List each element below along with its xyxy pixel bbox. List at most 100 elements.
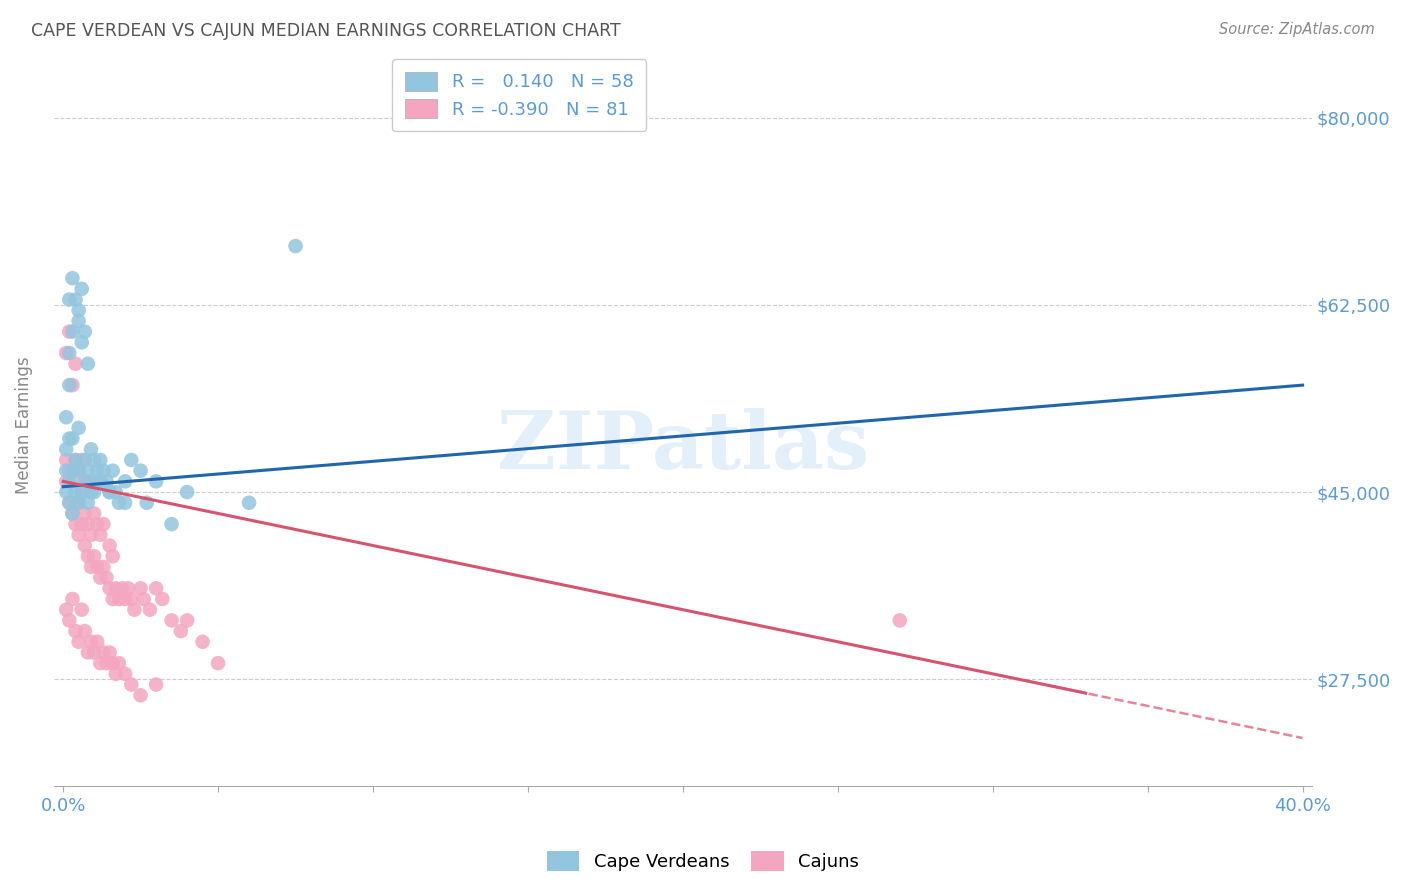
Point xyxy=(67,314,90,328)
Point xyxy=(139,603,162,617)
Point xyxy=(70,485,93,500)
Point xyxy=(93,517,115,532)
Point xyxy=(101,592,124,607)
Point xyxy=(73,325,96,339)
Point xyxy=(101,656,124,670)
Point xyxy=(108,592,131,607)
Point xyxy=(70,453,93,467)
Point xyxy=(108,656,131,670)
Point xyxy=(73,539,96,553)
Point xyxy=(191,634,214,648)
Point xyxy=(70,485,93,500)
Point xyxy=(70,603,93,617)
Point xyxy=(70,335,93,350)
Point xyxy=(89,656,111,670)
Y-axis label: Median Earnings: Median Earnings xyxy=(15,357,32,494)
Point xyxy=(120,677,142,691)
Point xyxy=(77,517,100,532)
Point xyxy=(62,432,84,446)
Point xyxy=(93,560,115,574)
Point xyxy=(98,485,121,500)
Point xyxy=(67,421,90,435)
Point xyxy=(77,496,100,510)
Point xyxy=(62,475,84,489)
Point xyxy=(83,453,105,467)
Point xyxy=(89,571,111,585)
Point xyxy=(83,645,105,659)
Point xyxy=(238,496,260,510)
Point xyxy=(120,592,142,607)
Point xyxy=(93,645,115,659)
Point xyxy=(77,464,100,478)
Point xyxy=(65,453,87,467)
Point xyxy=(83,485,105,500)
Point xyxy=(67,528,90,542)
Point xyxy=(55,346,77,360)
Point xyxy=(83,507,105,521)
Point xyxy=(114,592,136,607)
Point xyxy=(65,517,87,532)
Point xyxy=(170,624,193,638)
Point xyxy=(83,475,105,489)
Point xyxy=(62,464,84,478)
Point xyxy=(129,464,152,478)
Point xyxy=(65,453,87,467)
Point xyxy=(65,624,87,638)
Point xyxy=(55,485,77,500)
Point xyxy=(67,496,90,510)
Point xyxy=(129,582,152,596)
Point xyxy=(77,475,100,489)
Point xyxy=(145,677,167,691)
Point xyxy=(73,507,96,521)
Point xyxy=(55,410,77,425)
Point xyxy=(80,485,103,500)
Point xyxy=(104,485,127,500)
Point xyxy=(129,688,152,702)
Point xyxy=(98,485,121,500)
Point xyxy=(101,549,124,564)
Point xyxy=(58,475,80,489)
Point xyxy=(96,475,118,489)
Point xyxy=(89,528,111,542)
Point xyxy=(58,496,80,510)
Point xyxy=(55,464,77,478)
Point xyxy=(62,271,84,285)
Point xyxy=(62,378,84,392)
Point xyxy=(145,475,167,489)
Point xyxy=(150,592,173,607)
Point xyxy=(108,496,131,510)
Point xyxy=(77,645,100,659)
Point xyxy=(65,357,87,371)
Point xyxy=(104,582,127,596)
Point xyxy=(83,549,105,564)
Point xyxy=(62,325,84,339)
Point xyxy=(101,464,124,478)
Point xyxy=(58,378,80,392)
Point xyxy=(111,582,134,596)
Point xyxy=(55,475,77,489)
Point xyxy=(160,614,183,628)
Point xyxy=(70,517,93,532)
Point xyxy=(73,475,96,489)
Point xyxy=(62,507,84,521)
Point xyxy=(77,549,100,564)
Point xyxy=(58,464,80,478)
Point xyxy=(58,496,80,510)
Point xyxy=(58,614,80,628)
Point xyxy=(98,645,121,659)
Point xyxy=(132,592,155,607)
Point xyxy=(96,656,118,670)
Point xyxy=(70,282,93,296)
Point xyxy=(58,325,80,339)
Point xyxy=(86,517,108,532)
Point xyxy=(86,464,108,478)
Point xyxy=(284,239,307,253)
Point xyxy=(86,634,108,648)
Point xyxy=(176,485,198,500)
Point xyxy=(58,346,80,360)
Point xyxy=(89,453,111,467)
Point xyxy=(80,442,103,457)
Point xyxy=(73,475,96,489)
Point xyxy=(67,496,90,510)
Text: ZIPatlas: ZIPatlas xyxy=(496,408,869,486)
